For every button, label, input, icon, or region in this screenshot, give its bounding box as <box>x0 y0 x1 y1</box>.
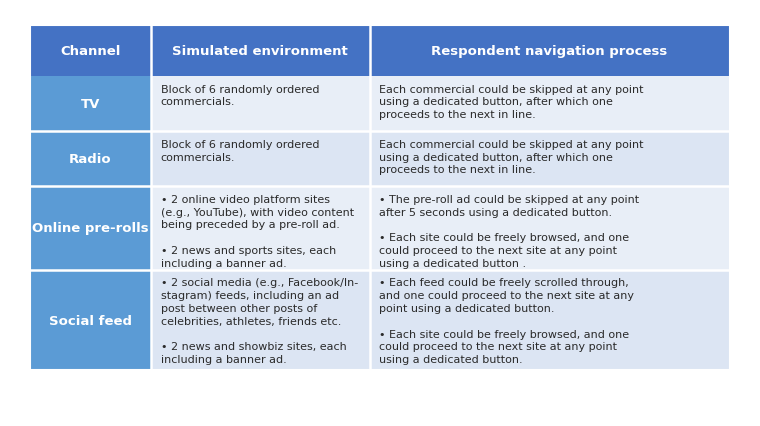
Bar <box>30 270 150 371</box>
Bar <box>150 132 369 187</box>
Text: Channel: Channel <box>60 45 121 58</box>
Bar <box>150 77 369 132</box>
Text: Online pre-rolls: Online pre-rolls <box>32 222 149 235</box>
Text: • The pre-roll ad could be skipped at any point
after 5 seconds using a dedicate: • The pre-roll ad could be skipped at an… <box>379 194 639 268</box>
Text: Simulated environment: Simulated environment <box>173 45 348 58</box>
Text: Each commercial could be skipped at any point
using a dedicated button, after wh: Each commercial could be skipped at any … <box>379 84 644 120</box>
Text: Radio: Radio <box>69 153 112 166</box>
Bar <box>369 77 730 132</box>
Bar <box>30 26 730 371</box>
Bar <box>30 77 150 132</box>
Text: • Each feed could be freely scrolled through,
and one could proceed to the next : • Each feed could be freely scrolled thr… <box>379 278 635 364</box>
Bar <box>369 270 730 371</box>
Bar <box>30 132 150 187</box>
Text: TV: TV <box>81 98 100 111</box>
Bar <box>369 132 730 187</box>
Text: • 2 online video platform sites
(e.g., YouTube), with video content
being preced: • 2 online video platform sites (e.g., Y… <box>160 194 353 268</box>
Bar <box>150 270 369 371</box>
Bar <box>150 26 369 77</box>
Text: Block of 6 randomly ordered
commercials.: Block of 6 randomly ordered commercials. <box>160 84 319 107</box>
Bar <box>30 187 150 270</box>
Bar <box>369 26 730 77</box>
Text: Respondent navigation process: Respondent navigation process <box>432 45 668 58</box>
Text: Social feed: Social feed <box>49 314 132 327</box>
Text: Each commercial could be skipped at any point
using a dedicated button, after wh: Each commercial could be skipped at any … <box>379 139 644 175</box>
Bar <box>369 187 730 270</box>
Text: Block of 6 randomly ordered
commercials.: Block of 6 randomly ordered commercials. <box>160 139 319 162</box>
Text: • 2 social media (e.g., Facebook/In-
stagram) feeds, including an ad
post betwee: • 2 social media (e.g., Facebook/In- sta… <box>160 278 358 364</box>
Bar <box>30 26 150 77</box>
Bar <box>150 187 369 270</box>
